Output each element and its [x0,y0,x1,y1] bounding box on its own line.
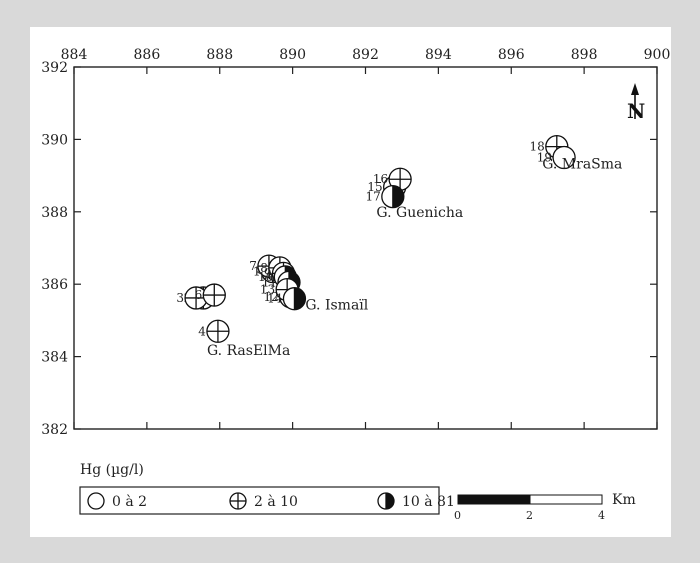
data-point-14 [282,287,307,311]
x-tick-label: 898 [571,47,598,63]
legend-symbol-high [377,492,395,510]
x-tick-label: 896 [498,47,525,63]
point-label-15: 15 [367,180,382,194]
point-label-9: 9 [264,266,272,280]
site-label: G. RasElMa [207,343,290,359]
site-label: G. Ismaïl [305,298,368,314]
y-tick-label: 388 [41,205,68,221]
point-label-10: 10 [258,270,273,284]
scatter-map: 884 886 888 890 892 894 896 898 9003823843863883… [41,47,671,522]
data-point-17 [381,184,405,209]
scale-bar: 0 2 4 Km [454,492,636,522]
point-label-3: 3 [176,291,184,305]
plot-frame [73,66,658,430]
x-tick-label: 892 [352,47,379,63]
x-tick-label: 900 [644,47,671,63]
legend-label-low: 0 à 2 [112,493,147,510]
site-label: G. Guenicha [376,205,463,221]
north-arrow-icon: N [627,83,645,123]
north-label: N [627,99,645,123]
x-tick-label: 886 [134,47,161,63]
scale-label-4: 4 [598,509,605,522]
point-label-12: 12 [264,290,279,304]
point-label-7: 7 [249,259,257,273]
point-label-16: 16 [373,172,388,186]
point-label-14: 14 [267,292,283,306]
x-tick-label: 884 [61,47,88,63]
point-label-18: 18 [530,140,545,154]
y-tick-label: 386 [41,277,68,293]
legend-symbol-mid [229,492,247,510]
y-tick-label: 392 [41,60,68,76]
point-label-1: 1 [253,265,261,279]
point-label-8: 8 [260,261,268,275]
legend-box [79,486,440,515]
y-tick-label: 384 [41,350,68,366]
x-tick-label: 894 [425,47,452,63]
data-point-6 [202,283,226,307]
point-label-13: 13 [260,283,275,297]
legend-label-mid: 2 à 10 [254,493,298,510]
y-tick-label: 382 [41,422,68,438]
y-tick-label: 390 [41,132,68,148]
site-label: G. MraSma [542,156,622,172]
x-tick-label: 888 [206,47,233,63]
point-label-4: 4 [198,324,206,338]
legend-symbol-low [87,492,105,510]
point-label-17: 17 [366,190,381,204]
data-point-4 [206,319,230,343]
point-label-6: 6 [195,288,203,302]
point-label-19: 19 [537,151,552,165]
scale-unit: Km [612,492,636,508]
figure-frame: 884 886 888 890 892 894 896 898 900 382 384 386 388 3… [30,27,671,537]
data-point-19 [552,145,576,170]
scale-label-2: 2 [526,509,533,522]
x-tick-label: 890 [279,47,306,63]
legend-title: Hg (µg/l) [80,462,144,478]
scale-label-0: 0 [454,509,461,522]
point-label-11: 11 [262,275,277,289]
legend-label-high: 10 à 81 [402,493,455,510]
